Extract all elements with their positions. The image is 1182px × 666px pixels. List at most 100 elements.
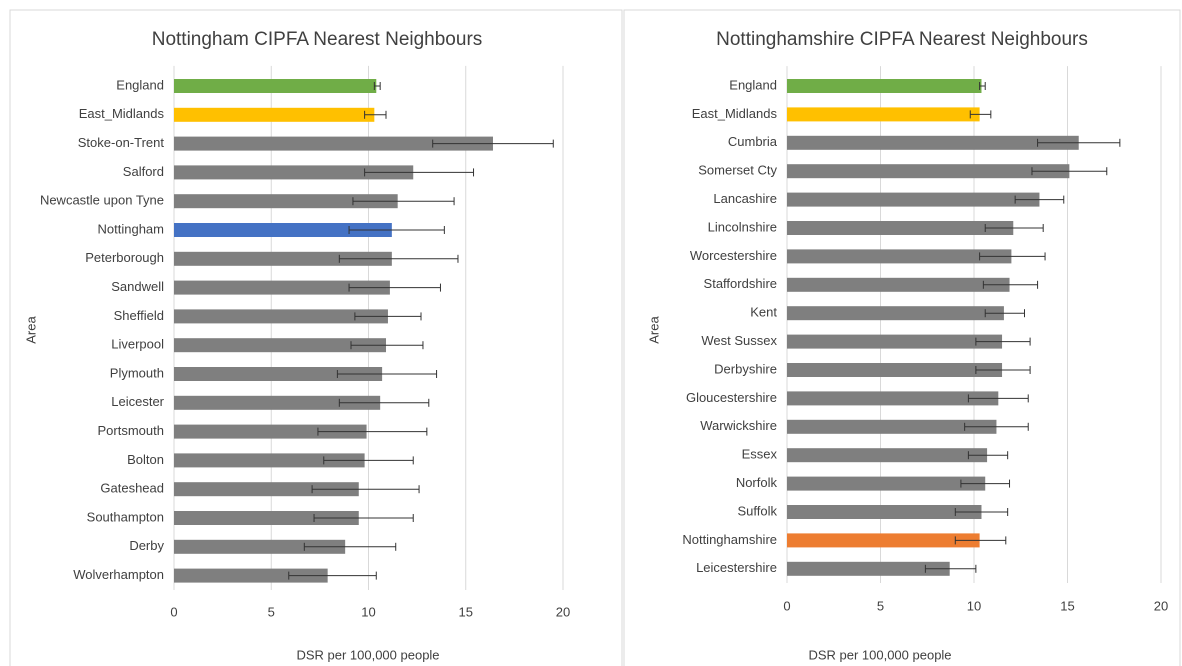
error-bar bbox=[982, 280, 1039, 289]
error-bar bbox=[969, 110, 992, 119]
bar bbox=[174, 165, 414, 180]
x-tick-label: 15 bbox=[459, 604, 473, 619]
y-tick-label: East_Midlands bbox=[692, 106, 778, 121]
bar bbox=[787, 476, 986, 491]
y-axis-label: Area bbox=[23, 316, 38, 344]
error-bar bbox=[984, 224, 1044, 232]
bar bbox=[174, 539, 346, 554]
chart-title: Nottinghamshire CIPFA Nearest Neighbours bbox=[716, 29, 1088, 50]
error-bar bbox=[1014, 195, 1065, 204]
error-bar bbox=[348, 283, 441, 292]
y-tick-label: Lincolnshire bbox=[708, 219, 777, 234]
error-bar bbox=[979, 252, 1046, 261]
y-tick-label: Leicester bbox=[111, 394, 164, 409]
error-bar bbox=[924, 564, 977, 573]
y-tick-label: Peterborough bbox=[85, 250, 164, 265]
x-axis-label: DSR per 100,000 people bbox=[808, 647, 951, 662]
error-bar bbox=[967, 394, 1029, 403]
error-bar bbox=[975, 337, 1031, 346]
bar bbox=[174, 223, 392, 237]
y-tick-label: Wolverhampton bbox=[73, 567, 164, 582]
error-bar bbox=[350, 341, 424, 350]
error-bar bbox=[432, 139, 554, 148]
bar bbox=[787, 79, 982, 93]
bar bbox=[174, 395, 381, 410]
bar bbox=[174, 367, 383, 381]
x-axis-label: DSR per 100,000 people bbox=[296, 647, 439, 662]
bar bbox=[787, 505, 982, 519]
y-tick-label: Nottinghamshire bbox=[682, 532, 777, 547]
bar bbox=[174, 194, 398, 209]
error-bar bbox=[1037, 138, 1121, 147]
y-tick-label: Norfolk bbox=[736, 475, 778, 490]
x-tick-label: 20 bbox=[1154, 598, 1168, 613]
error-bar bbox=[323, 456, 414, 465]
error-bar bbox=[964, 422, 1029, 431]
error-bar bbox=[348, 226, 445, 234]
bar bbox=[787, 107, 980, 122]
y-tick-label: Warwickshire bbox=[700, 418, 777, 433]
y-tick-label: England bbox=[116, 77, 164, 92]
bar bbox=[174, 136, 493, 151]
error-bar bbox=[364, 110, 387, 119]
y-tick-label: Worcestershire bbox=[690, 248, 777, 263]
x-tick-label: 10 bbox=[361, 604, 375, 619]
x-tick-label: 0 bbox=[783, 598, 790, 613]
bar bbox=[174, 338, 387, 353]
bar bbox=[787, 334, 1003, 349]
y-axis-label: Area bbox=[646, 316, 661, 344]
bar bbox=[174, 79, 377, 93]
bar bbox=[787, 561, 950, 576]
y-tick-label: Staffordshire bbox=[704, 276, 777, 291]
x-tick-label: 5 bbox=[268, 604, 275, 619]
error-bar bbox=[954, 536, 1007, 545]
chart-title: Nottingham CIPFA Nearest Neighbours bbox=[152, 29, 483, 50]
bar bbox=[787, 448, 988, 463]
y-tick-label: Newcastle upon Tyne bbox=[40, 193, 164, 208]
y-tick-label: Derbyshire bbox=[714, 361, 777, 376]
error-bar bbox=[311, 485, 420, 494]
bar bbox=[174, 453, 365, 468]
error-bar bbox=[967, 451, 1009, 460]
y-tick-label: Liverpool bbox=[111, 337, 164, 352]
y-tick-label: Kent bbox=[750, 305, 777, 320]
error-bar bbox=[288, 571, 377, 580]
error-bar bbox=[960, 479, 1011, 488]
y-tick-label: Cumbria bbox=[728, 134, 778, 149]
x-tick-label: 0 bbox=[170, 604, 177, 619]
y-tick-label: Nottingham bbox=[98, 221, 164, 236]
bar bbox=[174, 107, 375, 122]
y-tick-label: Southampton bbox=[87, 509, 164, 524]
y-tick-label: West Sussex bbox=[701, 333, 777, 348]
bar bbox=[787, 221, 1014, 235]
bar bbox=[787, 419, 997, 434]
y-tick-label: Suffolk bbox=[737, 503, 777, 518]
bar bbox=[787, 249, 1012, 264]
error-bar bbox=[1031, 167, 1108, 176]
y-tick-label: Plymouth bbox=[110, 365, 164, 380]
y-tick-label: Gateshead bbox=[100, 481, 164, 496]
error-bar bbox=[336, 370, 438, 378]
error-bar bbox=[354, 312, 422, 321]
y-tick-label: Somerset Cty bbox=[698, 163, 777, 178]
bar bbox=[174, 309, 388, 324]
y-tick-label: East_Midlands bbox=[79, 106, 165, 121]
bar bbox=[787, 277, 1010, 292]
bar bbox=[787, 164, 1070, 179]
y-tick-label: Sheffield bbox=[114, 308, 164, 323]
y-tick-label: Salford bbox=[123, 164, 164, 179]
error-bar bbox=[975, 366, 1031, 374]
bar bbox=[787, 306, 1004, 321]
x-tick-label: 20 bbox=[556, 604, 570, 619]
bar bbox=[787, 363, 1003, 377]
y-tick-label: Portsmouth bbox=[98, 423, 164, 438]
bar bbox=[174, 511, 359, 525]
y-tick-label: Essex bbox=[742, 447, 778, 462]
y-tick-label: Sandwell bbox=[111, 279, 164, 294]
error-bar bbox=[352, 197, 455, 206]
y-tick-label: Derby bbox=[129, 538, 164, 553]
error-bar bbox=[338, 398, 430, 407]
y-tick-label: Lancashire bbox=[713, 191, 777, 206]
error-bar bbox=[303, 542, 397, 551]
